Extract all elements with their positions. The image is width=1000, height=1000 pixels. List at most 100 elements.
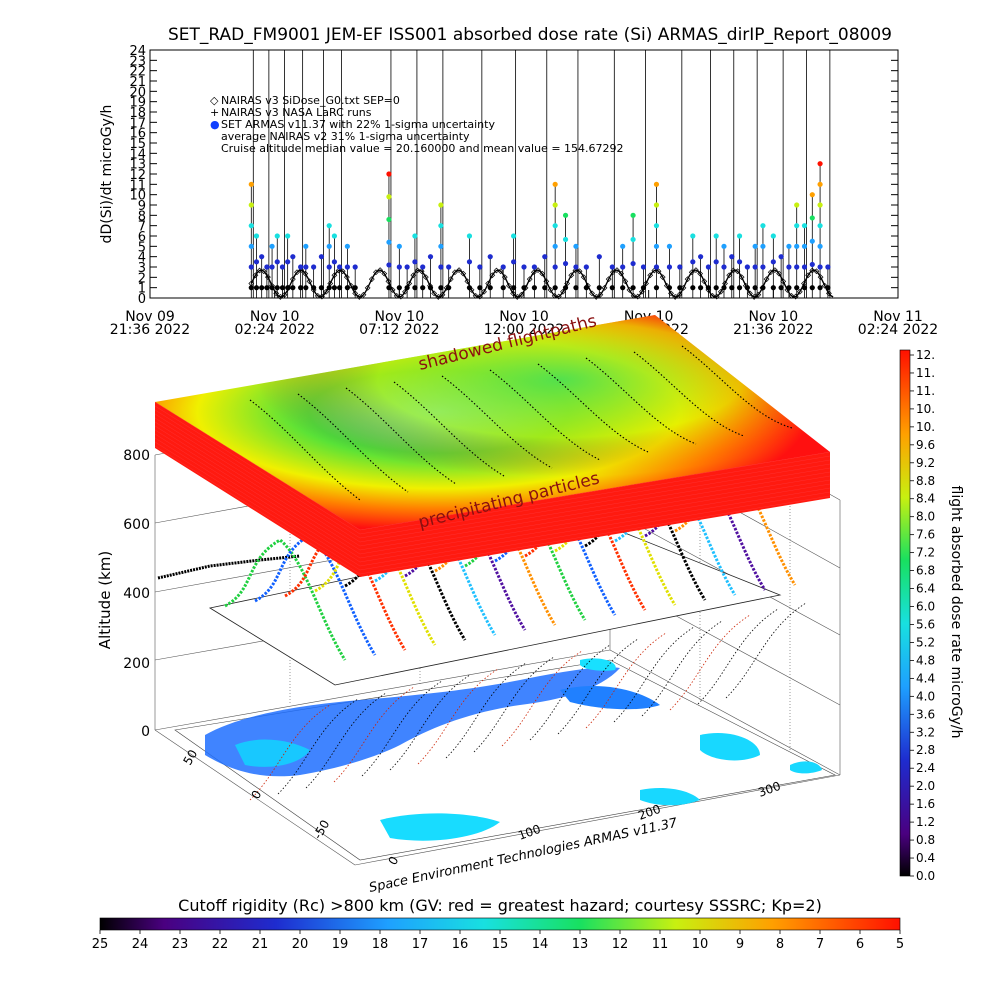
armas-point	[279, 264, 286, 270]
slab-layer-line	[154, 417, 831, 547]
armas-point	[253, 259, 260, 265]
model-diamond	[622, 278, 629, 285]
rigidity-colorbar-tick-label: 9	[736, 937, 744, 952]
dose-colorbar-tick-label: 8.0	[916, 510, 935, 524]
armas-point	[817, 161, 823, 167]
model-diamond	[788, 292, 795, 299]
dose-colorbar-tick-label: 0.4	[916, 851, 935, 865]
model-diamond	[697, 270, 703, 277]
dose-colorbar-tick-label: 11.	[916, 384, 935, 398]
dose-colorbar-tick-label: 5.6	[916, 617, 935, 631]
slab-track	[537, 363, 649, 453]
armas-point	[311, 285, 317, 291]
model-diamond	[506, 282, 512, 289]
armas-point	[677, 285, 683, 291]
armas-point	[396, 243, 402, 249]
model-diamond	[618, 270, 625, 277]
model-diamond	[343, 274, 350, 281]
model-diamond	[510, 290, 516, 297]
model-diamond	[568, 272, 575, 279]
slab-layer-line	[154, 441, 831, 571]
armas-point	[427, 254, 434, 260]
x-tick-date: Nov 10	[375, 309, 425, 325]
track-path	[434, 503, 557, 626]
y-tick-label: 6	[138, 230, 146, 245]
model-diamond	[668, 290, 674, 297]
surface-panel: 0 200 400 600 800 Altitude (km) 50 0 -50	[96, 311, 841, 896]
dose-colorbar-tick-label: 4.8	[916, 653, 935, 667]
armas-point	[274, 285, 280, 291]
model-diamond	[514, 294, 521, 300]
armas-point	[298, 264, 304, 270]
armas-point	[511, 259, 517, 265]
dose-colorbar-tick-label: 12.	[916, 348, 935, 362]
armas-point	[786, 264, 792, 270]
dose-colorbar-tick-label: 3.6	[916, 707, 935, 721]
dose-colorbar-tick-label: 4.4	[916, 671, 935, 685]
model-diamond	[813, 268, 820, 275]
slab-track	[393, 381, 505, 477]
armas-point	[778, 254, 784, 260]
y-tick-label: 16	[129, 127, 146, 142]
armas-point	[736, 285, 743, 291]
armas-point	[653, 223, 660, 229]
armas-point	[259, 285, 265, 291]
track-path	[554, 483, 677, 606]
armas-point	[404, 285, 410, 291]
armas-point	[666, 243, 673, 249]
armas-point	[562, 212, 569, 218]
altitude-axis: 0 200 400 600 800 Altitude (km)	[96, 448, 150, 740]
model-diamond	[730, 267, 737, 274]
model-diamond	[676, 291, 683, 298]
y-tick-label: 22	[129, 65, 146, 80]
model-diamond	[452, 269, 458, 276]
model-diamond	[651, 267, 658, 274]
armas-point	[713, 233, 719, 239]
armas-point	[562, 285, 569, 291]
armas-point	[729, 254, 735, 260]
armas-point	[511, 233, 517, 239]
track-path	[314, 523, 437, 646]
armas-point	[609, 285, 615, 291]
x-tick-time: 21:36 2022	[733, 322, 813, 338]
armas-point	[248, 243, 254, 249]
armas-point	[744, 264, 750, 270]
model-diamond	[817, 274, 824, 281]
model-diamond	[726, 272, 733, 279]
model-diamond	[634, 293, 641, 300]
model-diamond	[393, 292, 400, 299]
dose-colorbar-tick-label: 6.4	[916, 582, 935, 596]
armas-point	[736, 233, 743, 239]
y-tick-label: 1	[138, 282, 146, 297]
y-tick-label: 7	[138, 220, 146, 235]
model-diamond	[481, 288, 487, 295]
dose-colorbar-tick-label: 11.	[916, 366, 935, 380]
model-diamond	[472, 292, 479, 299]
armas-point	[801, 285, 808, 291]
timeseries-legend: ◇ NAIRAS v3 SiDose_G0.txt SEP=0+ NAIRAS v3…	[210, 94, 624, 155]
model-diamond	[319, 293, 325, 300]
model-diamond	[414, 267, 421, 274]
model-diamond	[518, 291, 525, 298]
model-diamond	[805, 272, 812, 279]
slab-layer-line	[154, 409, 831, 539]
track-path	[614, 473, 737, 596]
track-path	[344, 518, 467, 641]
armas-point	[542, 254, 548, 260]
slab-track	[345, 387, 457, 485]
slab-track	[489, 369, 601, 461]
model-diamond	[273, 290, 280, 297]
armas-point	[729, 285, 735, 291]
armas-point	[640, 285, 647, 291]
armas-point	[331, 259, 338, 265]
armas-point	[573, 243, 579, 249]
model-diamond	[260, 268, 267, 275]
armas-point	[653, 202, 660, 208]
armas-point	[285, 259, 291, 265]
model-diamond	[281, 291, 288, 298]
model-diamond	[551, 292, 558, 299]
dose-colorbar-tick-label: 8.8	[916, 474, 935, 488]
rigidity-colorbar-label: Cutoff rigidity (Rc) >800 km (GV: red = …	[178, 896, 822, 915]
armas-point	[666, 285, 673, 291]
